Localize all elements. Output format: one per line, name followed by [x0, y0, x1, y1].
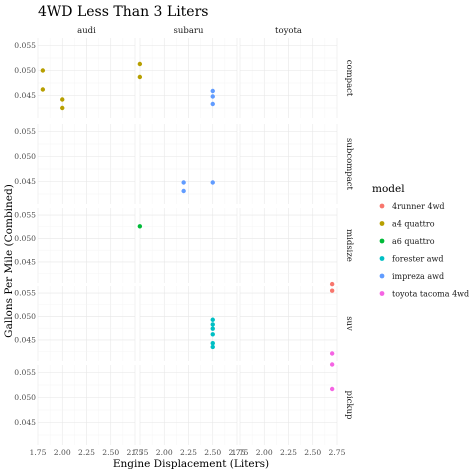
facet-panel-subaru-midsize [139, 208, 238, 283]
x-tick-label: 2.25 [180, 448, 197, 457]
facet-panel-audi-compact [37, 38, 136, 118]
x-tick-label: 2.50 [102, 448, 119, 457]
legend-key [379, 256, 385, 261]
x-tick-label: 2.75 [127, 448, 144, 457]
data-point [60, 97, 65, 102]
y-tick-label: 0.055 [14, 127, 36, 136]
data-point [329, 281, 335, 287]
facet-panel-subaru-compact [139, 38, 238, 118]
facet-panel-audi-midsize [37, 208, 136, 283]
x-tick-label: 1.75 [232, 448, 249, 457]
y-tick-label: 0.050 [14, 312, 36, 321]
legend-label: a6 quattro [392, 237, 435, 246]
facet-column-label: subaru [174, 26, 204, 36]
facet-column-label: audi [77, 26, 96, 36]
legend-key [379, 273, 385, 279]
legend-label: 4runner 4wd [392, 202, 445, 211]
data-point [40, 87, 46, 92]
legend-label: forester awd [392, 255, 444, 264]
data-point [210, 322, 215, 327]
facet-panel-toyota-compact [239, 38, 338, 118]
legend-key [379, 203, 385, 209]
data-point [210, 88, 215, 94]
data-point [181, 180, 186, 185]
data-point [210, 340, 215, 346]
x-tick-label: 2.50 [204, 448, 221, 457]
facet-panel-toyota-midsize [239, 208, 338, 283]
legend-label: impreza awd [392, 272, 444, 281]
x-tick-label: 2.00 [256, 448, 273, 457]
x-tick-label: 2.75 [229, 448, 246, 457]
y-tick-label: 0.055 [14, 368, 36, 377]
data-point [210, 317, 215, 322]
legend-key [379, 291, 385, 296]
data-point [210, 332, 215, 337]
x-tick-label: 2.00 [54, 448, 71, 457]
facet-panel-subaru-pickup [139, 365, 238, 445]
facet-row-label: midsize [344, 229, 354, 262]
legend: model 4runner 4wd a4 quattro a6 quattro for… [372, 183, 469, 299]
legend-label: a4 quattro [392, 220, 435, 229]
legend-title: model [372, 183, 405, 195]
data-point [210, 344, 215, 350]
x-tick-label: 2.25 [78, 448, 95, 457]
chart-title: 4WD Less Than 3 Liters [38, 4, 208, 20]
data-point [329, 386, 335, 392]
data-point [181, 188, 186, 194]
data-point [329, 351, 335, 356]
x-tick-label: 2.75 [329, 448, 346, 457]
y-tick-label: 0.045 [14, 418, 36, 427]
facet-panel-audi-subcompact [37, 124, 136, 204]
facet-panels: audi subaru toyota compact subcompact midsize… [14, 26, 354, 457]
legend-label: toyota tacoma 4wd [392, 290, 469, 299]
data-point [60, 105, 65, 111]
data-point [210, 326, 215, 331]
y-tick-label: 0.050 [14, 234, 36, 243]
facet-row-label: compact [344, 60, 354, 97]
data-point [210, 101, 215, 107]
facet-panel-toyota-subcompact [239, 124, 338, 204]
data-point [40, 68, 46, 73]
legend-items: 4runner 4wd a4 quattro a6 quattro forester … [379, 202, 469, 299]
facet-row-label: suv [344, 316, 354, 331]
y-tick-label: 0.050 [14, 393, 36, 402]
legend-key [379, 238, 385, 244]
x-axis-title: Engine Displacement (Liters) [113, 458, 269, 470]
x-tick-label: 2.25 [280, 448, 297, 457]
y-tick-label: 0.045 [14, 177, 36, 186]
facet-row-label: subcompact [344, 138, 354, 190]
facet-column-label: toyota [275, 26, 302, 36]
x-tick-label: 2.50 [304, 448, 321, 457]
y-tick-label: 0.050 [14, 66, 36, 75]
y-tick-label: 0.050 [14, 152, 36, 161]
data-point [329, 362, 335, 367]
data-point [329, 288, 335, 293]
y-tick-label: 0.045 [14, 91, 36, 100]
data-point [137, 74, 143, 80]
facet-panel-subaru-subcompact [139, 124, 238, 204]
x-tick-label: 1.75 [132, 448, 149, 457]
data-point [137, 61, 143, 67]
y-tick-label: 0.045 [14, 258, 36, 267]
data-point [210, 94, 215, 99]
x-tick-label: 1.75 [30, 448, 47, 457]
facet-panel-audi-suv [37, 286, 136, 361]
y-tick-label: 0.055 [14, 211, 36, 220]
data-point [210, 180, 215, 185]
facet-row-label: pickup [344, 391, 354, 421]
facet-panel-audi-pickup [37, 365, 136, 445]
legend-key [379, 221, 385, 226]
data-point [137, 224, 143, 229]
y-tick-label: 0.055 [14, 289, 36, 298]
facet-panel-toyota-suv [239, 286, 338, 361]
y-tick-label: 0.055 [14, 41, 36, 50]
facet-panel-subaru-suv [139, 286, 238, 361]
x-tick-label: 2.00 [156, 448, 173, 457]
y-tick-label: 0.045 [14, 336, 36, 345]
facet-panel-toyota-pickup [239, 365, 338, 445]
y-axis-title: Gallons Per Mile (Combined) [3, 184, 15, 338]
